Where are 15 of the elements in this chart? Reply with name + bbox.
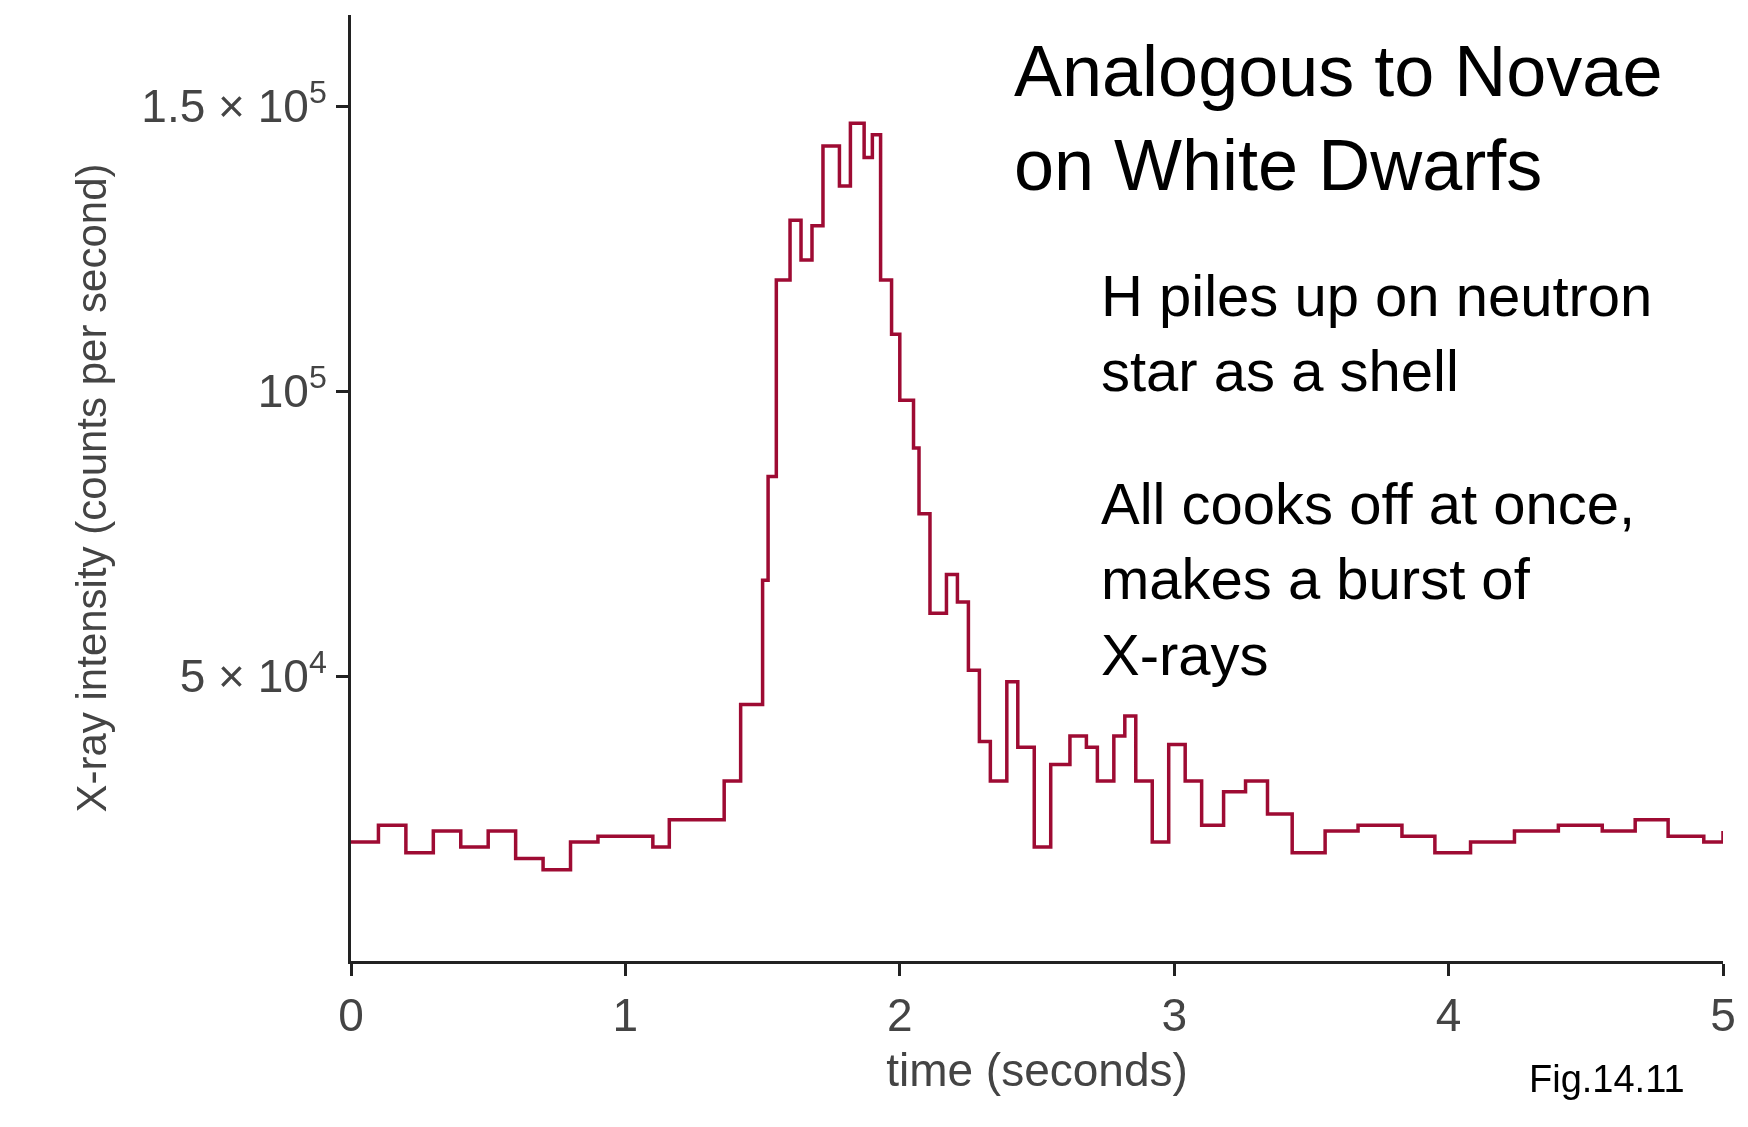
y-tick-label: 10$^{5}$ [257, 358, 327, 418]
x-axis-title: time (seconds) [886, 1043, 1188, 1096]
annotation: Analogous to Novae on White Dwarfs [1014, 31, 1663, 205]
y-axis-title: X-ray intensity (counts per second) [68, 163, 116, 813]
x-tick-label: 3 [1161, 989, 1187, 1042]
x-tick-label: 5 [1710, 989, 1736, 1042]
caption: Fig.14.11 [1529, 1058, 1685, 1100]
x-tick-label: 2 [887, 989, 913, 1042]
x-tick-label: 4 [1435, 989, 1462, 1042]
annotation: H piles up on neutron star as a shell [1101, 263, 1653, 404]
y-tick-label: 1.5 × 10$^{5}$ [141, 73, 327, 133]
y-tick-label: 5 × 10$^{4}$ [179, 643, 327, 703]
x-tick-label: 1 [612, 989, 639, 1042]
x-tick-label: 0 [338, 989, 364, 1042]
annotation: All cooks off at once, makes a burst of X-rays [1101, 471, 1636, 687]
